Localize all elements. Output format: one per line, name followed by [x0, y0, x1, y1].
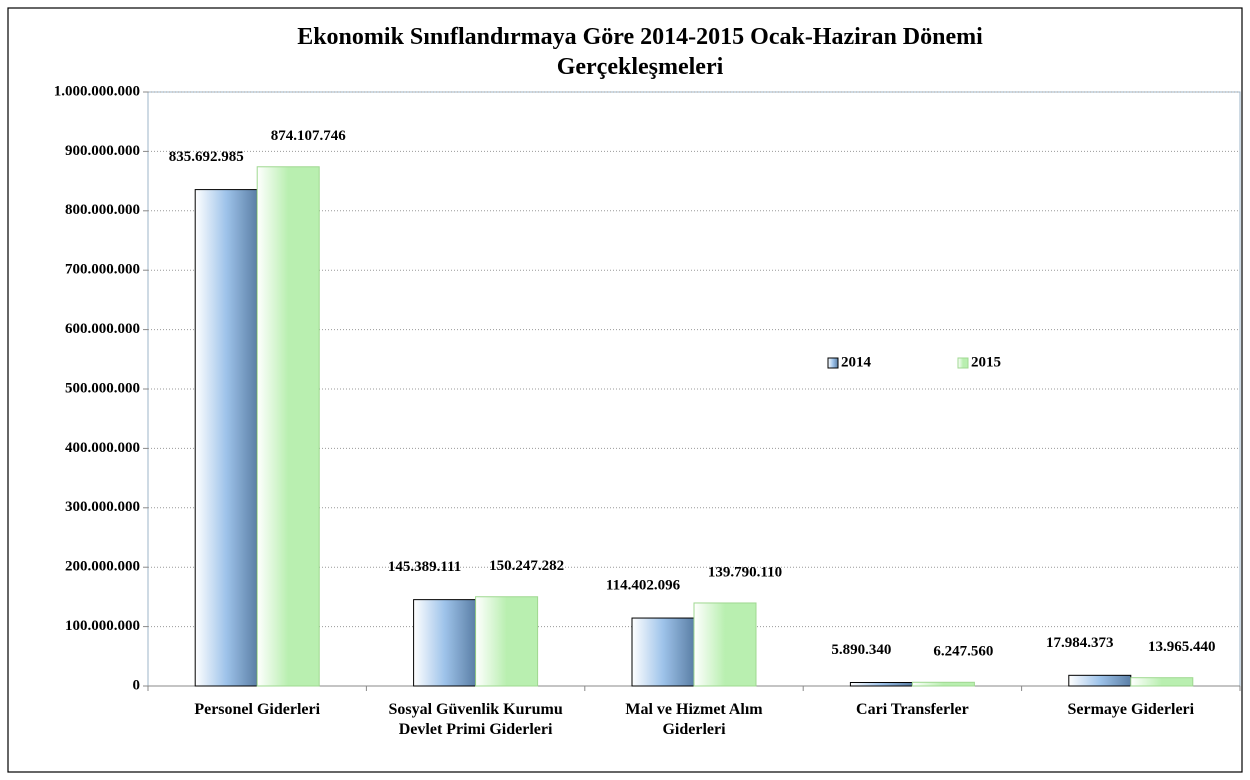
data-label: 874.107.746 — [271, 128, 347, 144]
y-tick-label: 600.000.000 — [65, 321, 140, 337]
data-label: 5.890.340 — [831, 642, 891, 658]
x-tick-label: Mal ve Hizmet Alım Giderleri — [625, 701, 763, 738]
y-tick-label: 800.000.000 — [65, 202, 140, 218]
bar — [1130, 677, 1194, 687]
legend-swatch — [957, 357, 969, 369]
bar — [849, 682, 913, 687]
data-label: 17.984.373 — [1046, 635, 1114, 651]
bar — [475, 596, 539, 687]
bar — [631, 617, 695, 687]
y-tick-label: 500.000.000 — [65, 380, 140, 396]
data-label: 139.790.110 — [708, 564, 782, 580]
y-tick-label: 300.000.000 — [65, 499, 140, 515]
y-tick-label: 400.000.000 — [65, 440, 140, 456]
y-tick-label: 900.000.000 — [65, 143, 140, 159]
chart-title: Ekonomik Sınıflandırmaya Göre 2014-2015 … — [297, 24, 983, 80]
x-tick-label: Sosyal Güvenlik Kurumu Devlet Primi Gide… — [388, 701, 563, 738]
y-tick-label: 700.000.000 — [65, 262, 140, 278]
data-label: 6.247.560 — [933, 644, 993, 660]
data-label: 145.389.111 — [388, 559, 461, 575]
bar — [413, 599, 477, 687]
legend-label: 2014 — [841, 354, 872, 370]
x-tick-label: Sermaye Giderleri — [1067, 701, 1195, 718]
legend-label: 2015 — [971, 354, 1001, 370]
data-label: 150.247.282 — [489, 558, 564, 574]
y-tick-label: 100.000.000 — [65, 618, 140, 634]
bar — [256, 166, 320, 687]
x-tick-label: Cari Transferler — [856, 701, 969, 718]
bar — [911, 681, 975, 687]
y-tick-label: 0 — [133, 677, 141, 693]
y-tick-label: 1.000.000.000 — [54, 83, 140, 99]
chart-border — [7, 7, 1243, 773]
bar — [194, 189, 258, 687]
data-label: 114.402.096 — [606, 577, 681, 593]
bar — [1068, 674, 1132, 687]
legend-swatch — [827, 357, 839, 369]
data-label: 835.692.985 — [169, 149, 244, 165]
data-label: 13.965.440 — [1148, 639, 1216, 655]
bar — [693, 602, 757, 687]
y-tick-label: 200.000.000 — [65, 559, 140, 575]
x-tick-label: Personel Giderleri — [194, 701, 321, 718]
